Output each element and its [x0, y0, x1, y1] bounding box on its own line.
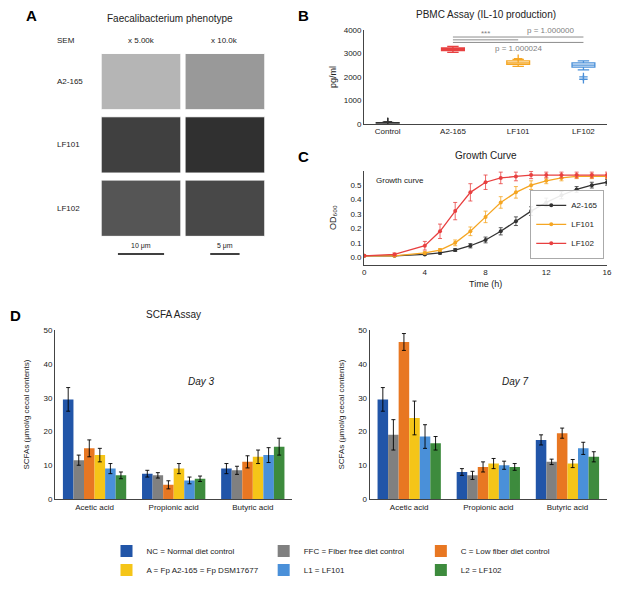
svg-text:Butyric acid: Butyric acid — [232, 503, 273, 512]
svg-text:***: *** — [481, 29, 490, 38]
svg-text:0: 0 — [48, 495, 53, 504]
svg-text:SCFAs (μmol/g cecal contents): SCFAs (μmol/g cecal contents) — [337, 359, 346, 469]
svg-text:0.4: 0.4 — [350, 195, 362, 204]
svg-text:LF101: LF101 — [507, 127, 530, 136]
svg-text:A: A — [26, 7, 37, 24]
svg-text:8: 8 — [483, 268, 488, 277]
svg-text:SCFA Assay: SCFA Assay — [146, 309, 201, 320]
svg-text:OD₆₀₀: OD₆₀₀ — [328, 205, 338, 230]
svg-text:Propionic acid: Propionic acid — [463, 503, 513, 512]
svg-text:C = Low fiber diet control: C = Low fiber diet control — [461, 547, 550, 556]
svg-text:SEM: SEM — [57, 36, 75, 45]
svg-text:L2 = LF102: L2 = LF102 — [461, 566, 502, 575]
svg-text:Acetic acid: Acetic acid — [75, 503, 114, 512]
svg-text:Day 7: Day 7 — [502, 376, 529, 387]
svg-text:C: C — [298, 148, 309, 165]
svg-text:30: 30 — [358, 394, 367, 403]
svg-text:Day 3: Day 3 — [188, 376, 215, 387]
svg-text:0.0: 0.0 — [350, 253, 362, 262]
svg-text:0.2: 0.2 — [350, 224, 362, 233]
svg-text:10 μm: 10 μm — [131, 242, 151, 250]
svg-text:16: 16 — [603, 268, 612, 277]
svg-text:Acetic acid: Acetic acid — [390, 503, 429, 512]
svg-text:4000: 4000 — [344, 26, 362, 35]
svg-text:A2-165: A2-165 — [571, 201, 597, 210]
svg-text:LF102: LF102 — [572, 127, 595, 136]
svg-text:1000: 1000 — [344, 96, 362, 105]
svg-text:Time (h): Time (h) — [469, 279, 502, 289]
svg-text:4: 4 — [423, 268, 428, 277]
svg-text:50: 50 — [43, 326, 52, 335]
svg-text:0.5: 0.5 — [350, 181, 362, 190]
svg-text:p = 1.000000: p = 1.000000 — [527, 26, 574, 35]
svg-text:Propionic acid: Propionic acid — [149, 503, 199, 512]
svg-text:0: 0 — [357, 120, 362, 129]
svg-text:20: 20 — [43, 427, 52, 436]
svg-text:A = Fp A2-165 = Fp DSM17677: A = Fp A2-165 = Fp DSM17677 — [147, 566, 259, 575]
svg-text:L1 = LF101: L1 = LF101 — [304, 566, 345, 575]
svg-text:30: 30 — [43, 394, 52, 403]
svg-text:0: 0 — [362, 268, 367, 277]
svg-text:LF102: LF102 — [571, 239, 594, 248]
svg-text:B: B — [298, 7, 309, 24]
svg-text:PBMC Assay (IL-10 production): PBMC Assay (IL-10 production) — [416, 9, 556, 20]
svg-text:Faecalibacterium phenotype: Faecalibacterium phenotype — [107, 13, 233, 24]
svg-text:FFC = Fiber free diet control: FFC = Fiber free diet control — [304, 547, 404, 556]
svg-text:D: D — [10, 307, 21, 324]
svg-text:NC = Normal diet control: NC = Normal diet control — [147, 547, 235, 556]
svg-text:2000: 2000 — [344, 73, 362, 82]
svg-text:pg/ml: pg/ml — [328, 66, 338, 88]
svg-text:p = 1.000024: p = 1.000024 — [495, 44, 542, 53]
svg-text:10: 10 — [358, 461, 367, 470]
svg-text:40: 40 — [358, 360, 367, 369]
svg-text:5 μm: 5 μm — [217, 242, 233, 250]
svg-text:A2-165: A2-165 — [57, 77, 83, 86]
svg-text:0: 0 — [363, 495, 368, 504]
svg-text:10: 10 — [43, 461, 52, 470]
svg-text:50: 50 — [358, 326, 367, 335]
svg-text:LF102: LF102 — [57, 204, 80, 213]
svg-text:x 5.00k: x 5.00k — [128, 36, 155, 45]
svg-text:Growth Curve: Growth Curve — [455, 150, 517, 161]
svg-text:3000: 3000 — [344, 49, 362, 58]
svg-text:0.3: 0.3 — [350, 210, 362, 219]
svg-text:Control: Control — [375, 127, 401, 136]
svg-text:A2-165: A2-165 — [440, 127, 466, 136]
svg-text:x 10.0k: x 10.0k — [211, 36, 238, 45]
svg-text:12: 12 — [542, 268, 551, 277]
svg-text:SCFAs (μmol/g cecal contents): SCFAs (μmol/g cecal contents) — [22, 359, 31, 469]
svg-text:Butyric acid: Butyric acid — [547, 503, 588, 512]
svg-text:LF101: LF101 — [57, 140, 80, 149]
svg-text:Growth curve: Growth curve — [376, 176, 424, 185]
svg-text:40: 40 — [43, 360, 52, 369]
svg-text:LF101: LF101 — [571, 220, 594, 229]
svg-text:0.1: 0.1 — [350, 239, 362, 248]
svg-text:20: 20 — [358, 427, 367, 436]
